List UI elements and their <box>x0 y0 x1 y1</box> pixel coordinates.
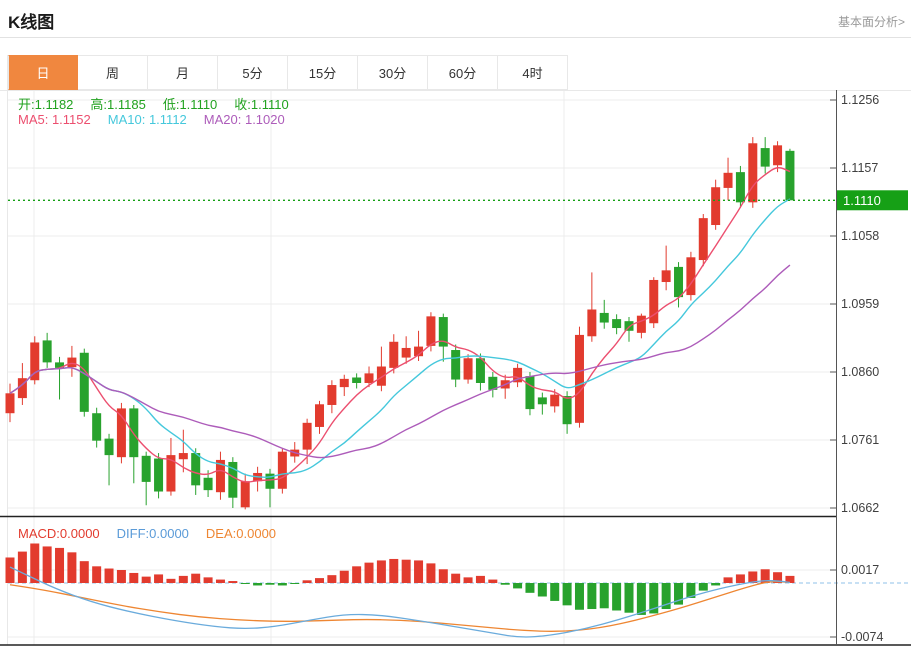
macd-lines <box>9 566 791 638</box>
price-axis: 1.1256 1.1157 1.1058 1.0959 1.0860 1.0761 1.06… <box>0 90 911 646</box>
interval-tab-5[interactable]: 30分 <box>358 55 428 90</box>
interval-tab-0[interactable]: 日 <box>8 55 78 90</box>
legend-macd: MACD:0.0000 <box>18 526 100 541</box>
dea-line <box>9 581 791 632</box>
svg-text:1.0959: 1.0959 <box>841 297 879 311</box>
ma-legend: MA5: 1.1152 MA10: 1.1112 MA20: 1.1020 <box>18 112 302 127</box>
svg-text:-0.0074: -0.0074 <box>841 630 883 644</box>
ma5-line <box>9 167 791 483</box>
legend-high: 高:1.1185 <box>90 97 146 112</box>
legend-diff: DIFF:0.0000 <box>116 526 189 541</box>
legend-open: 开:1.1182 <box>18 97 74 112</box>
svg-text:1.0860: 1.0860 <box>841 365 879 379</box>
current-price-badge: 1.1110 <box>837 190 908 211</box>
svg-text:1.1058: 1.1058 <box>841 229 879 243</box>
svg-text:1.0761: 1.0761 <box>841 433 879 447</box>
svg-text:1.1157: 1.1157 <box>841 161 878 175</box>
page-title: K线图 <box>8 13 55 32</box>
ma10-line <box>9 198 791 478</box>
svg-text:1.1110: 1.1110 <box>843 193 881 208</box>
legend-ma5: MA5: 1.1152 <box>18 112 91 127</box>
macd-histogram <box>5 543 795 615</box>
legend-ma20: MA20: 1.1020 <box>203 112 285 127</box>
macd-legend: MACD:0.0000 DIFF:0.0000 DEA:0.0000 <box>18 526 293 541</box>
grid <box>0 37 911 645</box>
interval-tab-6[interactable]: 60分 <box>428 55 498 90</box>
diff-line <box>9 566 791 638</box>
ma-lines <box>9 167 791 483</box>
interval-tab-4[interactable]: 15分 <box>288 55 358 90</box>
legend-low: 低:1.1110 <box>162 97 218 112</box>
ohlc-legend: 开:1.1182 高:1.1185 低:1.1110 收:1.1110 <box>18 94 306 113</box>
interval-tab-7[interactable]: 4时 <box>498 55 568 90</box>
interval-tab-3[interactable]: 5分 <box>218 55 288 90</box>
legend-close: 收:1.1110 <box>234 97 289 112</box>
fundamental-analysis-link[interactable]: 基本面分析> <box>837 15 905 29</box>
interval-tab-2[interactable]: 月 <box>148 55 218 90</box>
interval-tabs: 日周月 5分 15分 30分 60分 4时 <box>8 55 568 90</box>
svg-text:0.0017: 0.0017 <box>841 563 879 577</box>
legend-dea: DEA:0.0000 <box>205 526 277 541</box>
interval-tab-1[interactable]: 周 <box>78 55 148 90</box>
legend-ma10: MA10: 1.1112 <box>107 112 187 127</box>
svg-text:1.0662: 1.0662 <box>841 501 879 515</box>
svg-text:1.1256: 1.1256 <box>841 93 879 107</box>
ma20-line <box>9 264 791 459</box>
